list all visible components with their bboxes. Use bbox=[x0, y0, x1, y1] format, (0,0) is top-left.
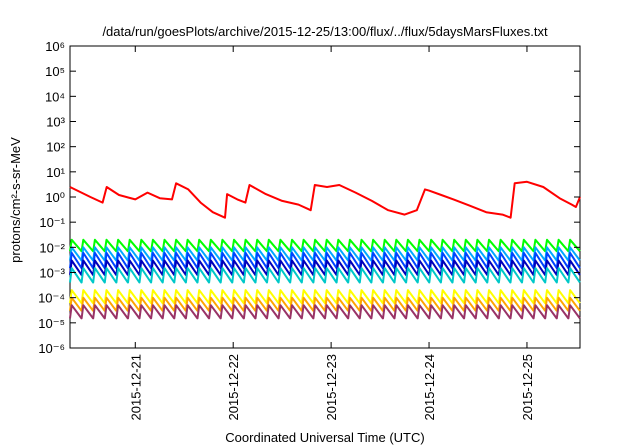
series-layer bbox=[69, 180, 581, 320]
chart-title: /data/run/goesPlots/archive/2015-12-25/1… bbox=[102, 24, 548, 39]
y-tick-label: 10⁻¹ bbox=[39, 215, 65, 230]
y-tick-label: 10² bbox=[46, 140, 65, 155]
x-tick-label: 2015-12-24 bbox=[422, 354, 437, 421]
series-line-6 bbox=[69, 289, 581, 305]
series-line-5 bbox=[69, 267, 581, 284]
x-axis-label: Coordinated Universal Time (UTC) bbox=[225, 430, 424, 445]
y-tick-label: 10⁻³ bbox=[39, 266, 65, 281]
y-tick-label: 10⁰ bbox=[45, 190, 65, 205]
y-tick-label: 10³ bbox=[46, 115, 65, 130]
y-tick-label: 10⁻⁴ bbox=[38, 291, 65, 306]
y-tick-label: 10⁴ bbox=[45, 89, 65, 104]
x-tick-label: 2015-12-22 bbox=[226, 354, 241, 421]
y-tick-label: 10⁻⁵ bbox=[38, 316, 65, 331]
series-line-1 bbox=[69, 238, 581, 253]
x-axis: 2015-12-21 2015-12-22 2015-12-23 2015-12-24… bbox=[128, 46, 535, 421]
series-line-0 bbox=[69, 180, 581, 219]
x-tick-label: 2015-12-25 bbox=[520, 354, 535, 421]
y-tick-label: 10⁵ bbox=[45, 64, 65, 79]
y-tick-label: 10⁶ bbox=[45, 39, 65, 54]
y-tick-label: 10¹ bbox=[46, 165, 65, 180]
y-tick-label: 10⁻² bbox=[39, 240, 65, 255]
x-tick-label: 2015-12-21 bbox=[128, 354, 143, 421]
x-tick-label: 2015-12-23 bbox=[324, 354, 339, 421]
y-axis-label: protons/cm²-s-sr-MeV bbox=[8, 137, 23, 263]
y-tick-label: 10⁻⁶ bbox=[38, 341, 65, 356]
series-line-8 bbox=[69, 304, 581, 320]
y-axis: 10⁻⁶ 10⁻⁵ 10⁻⁴ 10⁻³ 10⁻² 10⁻¹ 10⁰ 10¹ 10² 10³ 10⁴ 1… bbox=[38, 39, 580, 356]
series-line-7 bbox=[69, 296, 581, 312]
